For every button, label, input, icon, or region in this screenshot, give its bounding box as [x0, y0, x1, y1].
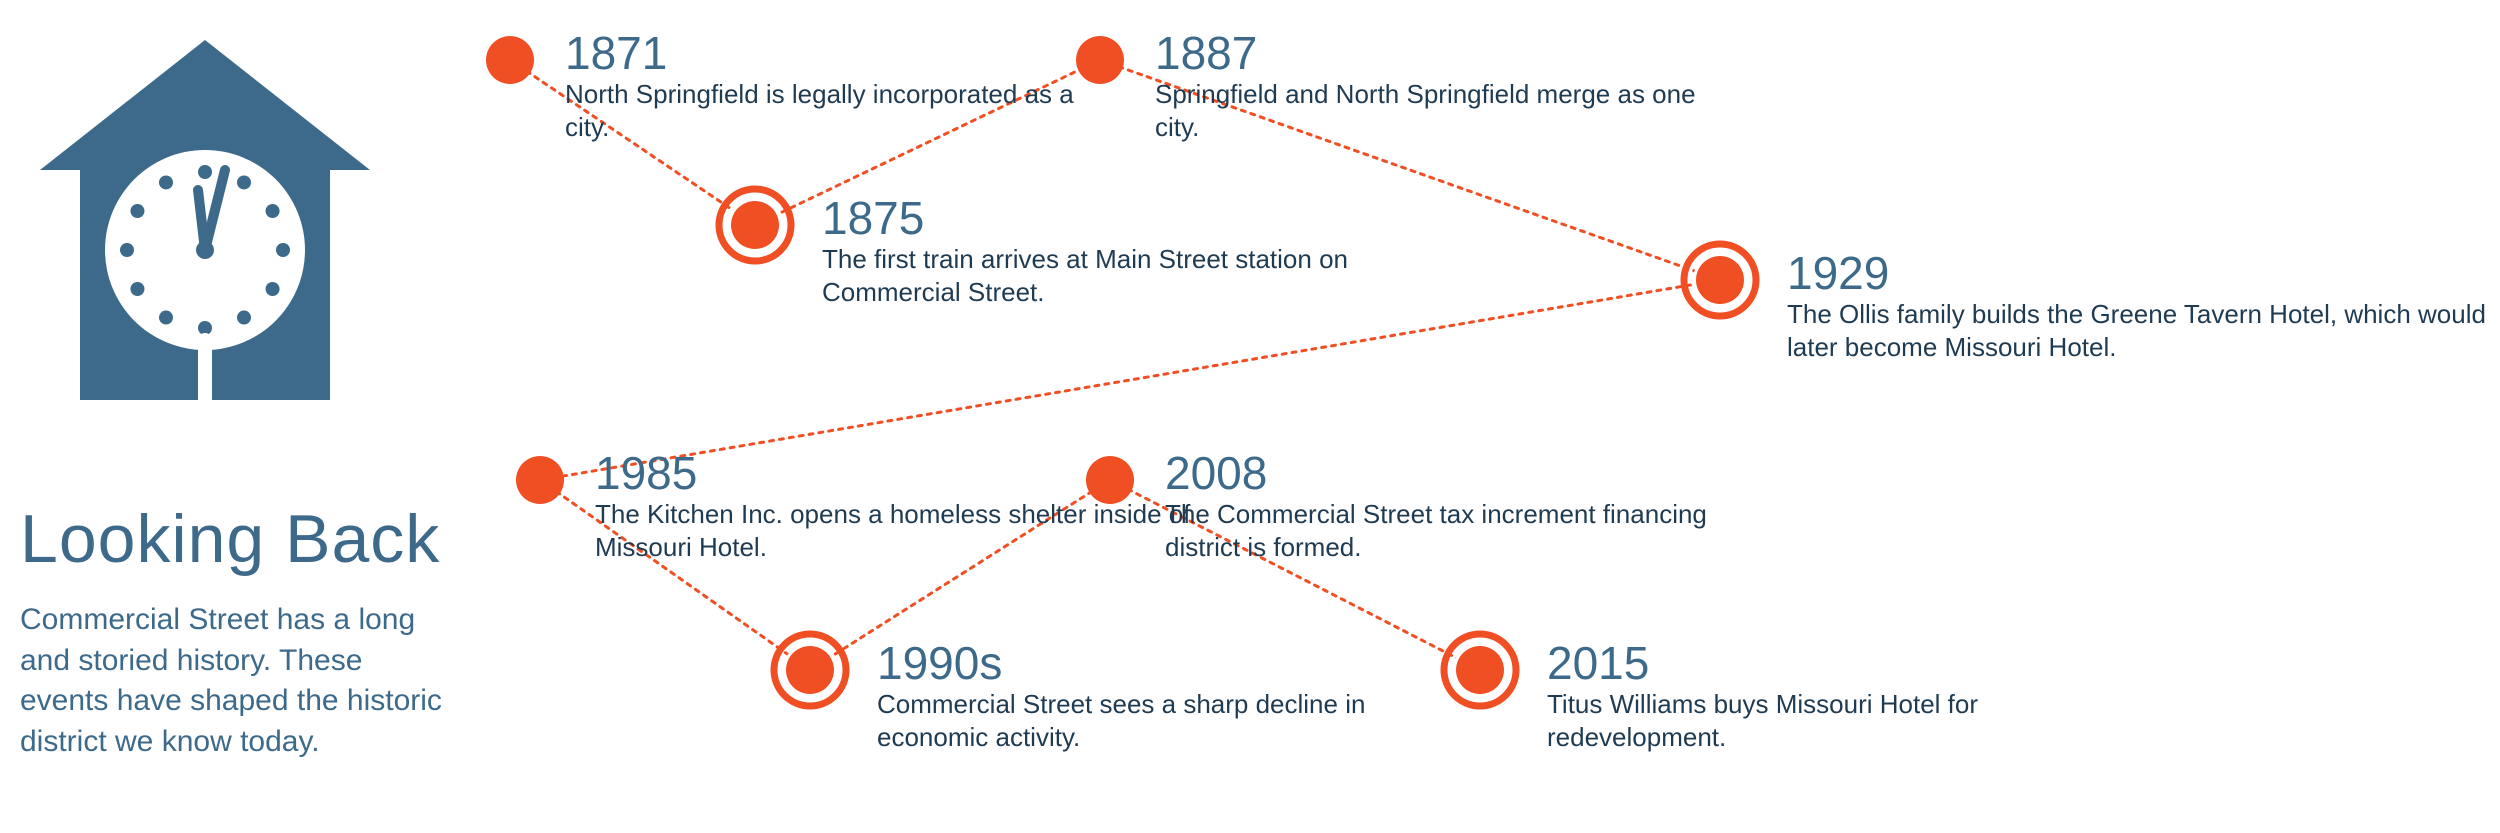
- page-subtitle: Commercial Street has a long and storied…: [20, 600, 450, 762]
- timeline-event: 2015Titus Williams buys Missouri Hotel f…: [1547, 640, 2107, 753]
- clock-house-icon: [40, 40, 370, 460]
- timeline-node-ring: [774, 634, 846, 706]
- timeline-event: 1985The Kitchen Inc. opens a homeless sh…: [595, 450, 1195, 563]
- timeline-year: 1929: [1787, 250, 2487, 296]
- timeline-event: 1871North Springfield is legally incorpo…: [565, 30, 1125, 143]
- timeline-node: [1696, 256, 1744, 304]
- timeline-event: 1887Springfield and North Springfield me…: [1155, 30, 1715, 143]
- timeline-description: Springfield and North Springfield merge …: [1155, 78, 1715, 143]
- timeline-description: The first train arrives at Main Street s…: [822, 243, 1462, 308]
- timeline-event: 1929The Ollis family builds the Greene T…: [1787, 250, 2487, 363]
- timeline-year: 1887: [1155, 30, 1715, 76]
- timeline-description: The Kitchen Inc. opens a homeless shelte…: [595, 498, 1195, 563]
- timeline-description: The Commercial Street tax increment fina…: [1165, 498, 1725, 563]
- page-title: Looking Back: [20, 500, 440, 578]
- timeline-node: [516, 456, 564, 504]
- timeline-year: 2008: [1165, 450, 1725, 496]
- timeline-node: [731, 201, 779, 249]
- timeline-year: 1871: [565, 30, 1125, 76]
- timeline-event: 1875The first train arrives at Main Stre…: [822, 195, 1462, 308]
- timeline-node-ring: [719, 189, 791, 261]
- timeline-node-ring: [1684, 244, 1756, 316]
- timeline-description: The Ollis family builds the Greene Taver…: [1787, 298, 2487, 363]
- timeline-description: Commercial Street sees a sharp decline i…: [877, 688, 1477, 753]
- timeline-node: [486, 36, 534, 84]
- timeline-node: [786, 646, 834, 694]
- timeline-year: 1875: [822, 195, 1462, 241]
- timeline-year: 2015: [1547, 640, 2107, 686]
- timeline-year: 1990s: [877, 640, 1477, 686]
- infographic-canvas: Looking Back Commercial Street has a lon…: [0, 0, 2500, 833]
- timeline-event: 1990sCommercial Street sees a sharp decl…: [877, 640, 1477, 753]
- timeline-event: 2008The Commercial Street tax increment …: [1165, 450, 1725, 563]
- timeline-description: North Springfield is legally incorporate…: [565, 78, 1125, 143]
- timeline-year: 1985: [595, 450, 1195, 496]
- timeline-description: Titus Williams buys Missouri Hotel for r…: [1547, 688, 2107, 753]
